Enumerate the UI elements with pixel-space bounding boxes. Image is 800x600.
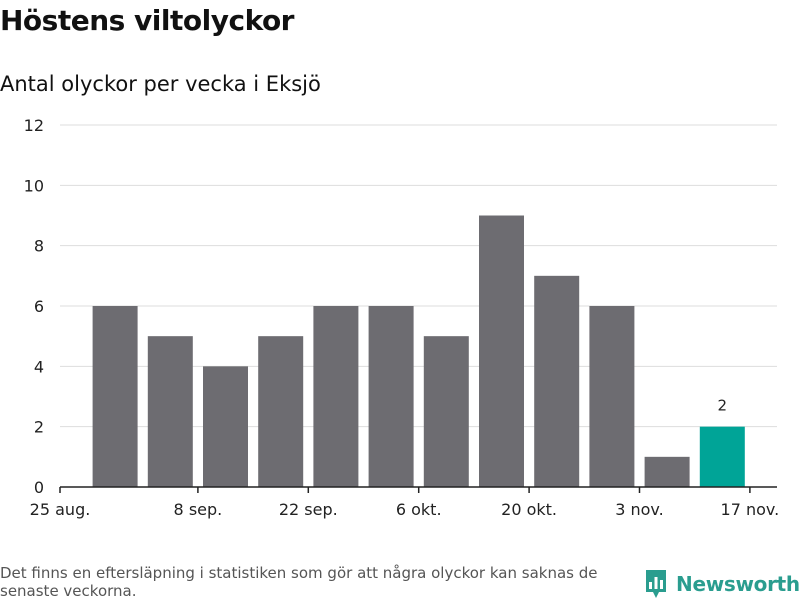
x-tick-label: 6 okt.: [396, 500, 442, 519]
bar: [258, 336, 304, 487]
y-tick-label: 4: [34, 357, 44, 376]
y-tick-label: 6: [34, 297, 44, 316]
x-tick-label: 17 nov.: [721, 500, 780, 519]
bar: [423, 336, 469, 487]
y-tick-label: 0: [34, 478, 44, 497]
bar-chart-pin-icon: [646, 570, 666, 598]
bars: [92, 215, 745, 487]
bar-highlighted: [699, 426, 745, 487]
bar: [147, 336, 193, 487]
brand-logo: Newsworthy: [644, 568, 800, 600]
bar: [313, 306, 359, 487]
bar: [368, 306, 414, 487]
data-labels: 2: [718, 397, 728, 415]
y-tick-label: 12: [24, 116, 44, 135]
y-tick-label: 10: [24, 176, 44, 195]
x-tick-label: 8 sep.: [174, 500, 223, 519]
brand-name: Newsworthy: [676, 572, 800, 596]
x-tick-label: 22 sep.: [279, 500, 338, 519]
x-tick-label: 25 aug.: [30, 500, 91, 519]
chart-subtitle: Antal olyckor per vecka i Eksjö: [0, 72, 321, 96]
x-tick-label: 20 okt.: [501, 500, 557, 519]
bar: [589, 306, 635, 487]
x-tick-label: 3 nov.: [615, 500, 664, 519]
bar: [644, 456, 690, 487]
x-axis: 25 aug. 8 sep. 22 sep. 6 okt. 20 okt. 3 nov. 1…: [30, 486, 780, 519]
chart-title: Höstens viltolyckor: [0, 4, 295, 37]
footnote: Det finns en eftersläpning i statistiken…: [0, 564, 598, 600]
y-axis-ticks: 0 2 4 6 8 10 12: [24, 116, 44, 497]
data-label: 2: [718, 397, 728, 415]
y-tick-label: 8: [34, 237, 44, 256]
bar: [92, 306, 138, 487]
bar: [203, 366, 248, 487]
bar: [534, 275, 580, 487]
y-tick-label: 2: [34, 418, 44, 437]
bar: [479, 215, 524, 487]
bar-chart: 0 2 4 6 8 10 12 2 25 aug. 8 sep. 22 sep. 6 okt. 20…: [24, 116, 780, 519]
